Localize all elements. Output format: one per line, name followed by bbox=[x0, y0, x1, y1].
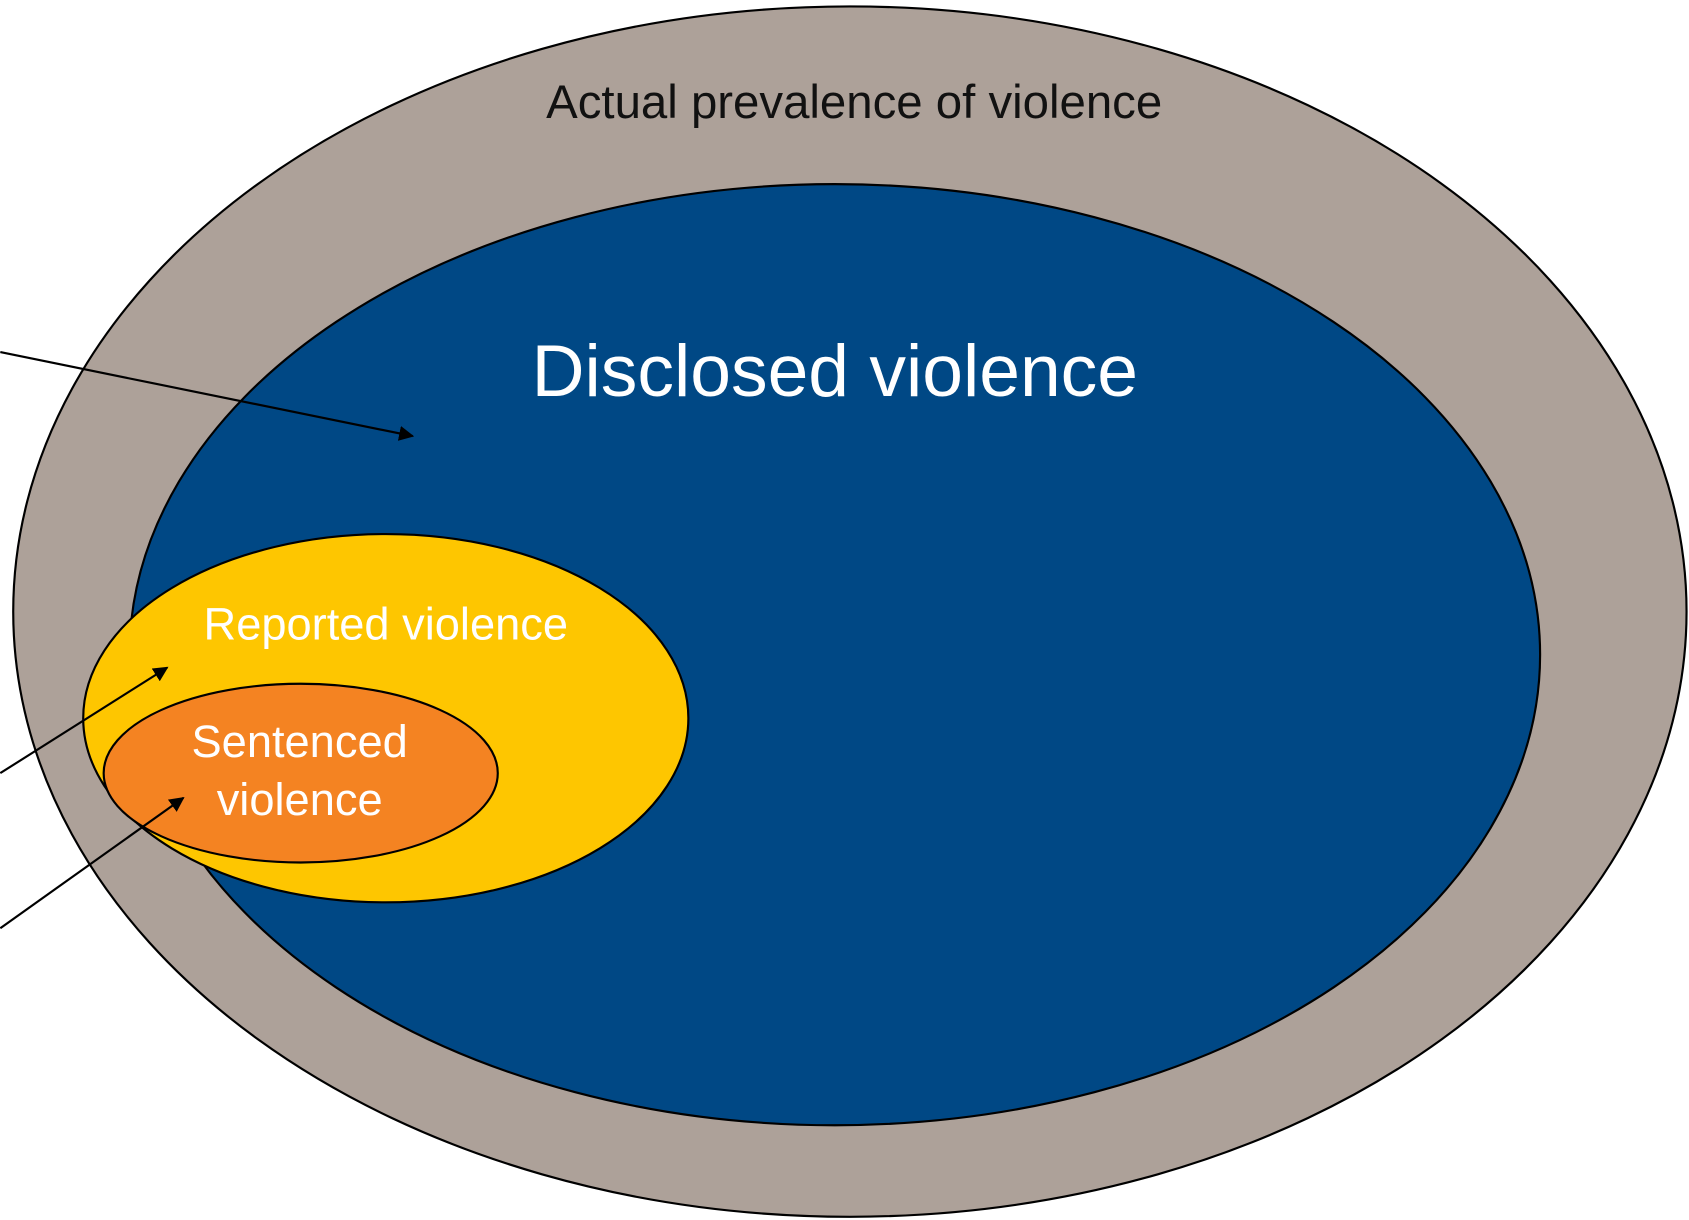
arrow bbox=[0, 797, 185, 930]
reported-label: Reported violence bbox=[204, 599, 569, 650]
sentenced-label: violence bbox=[217, 774, 383, 825]
actual-label: Actual prevalence of violence bbox=[546, 76, 1162, 129]
disclosed-label: Disclosed violence bbox=[532, 330, 1138, 412]
arrow bbox=[0, 666, 169, 775]
sentenced-ellipse bbox=[102, 682, 499, 864]
arrow bbox=[0, 351, 415, 441]
sentenced-label: Sentenced bbox=[192, 716, 408, 767]
